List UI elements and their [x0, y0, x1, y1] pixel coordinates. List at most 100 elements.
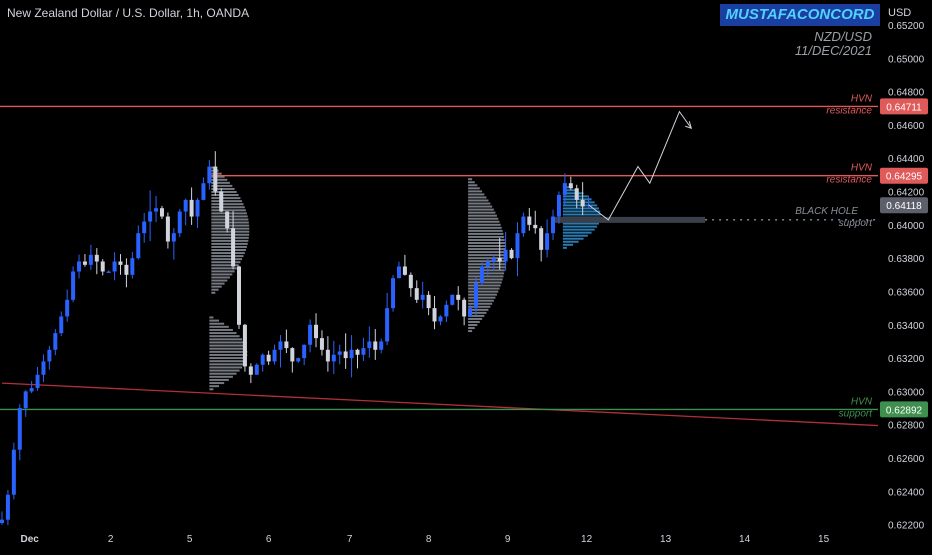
volume-profile-bar [468, 287, 500, 290]
candle-body [118, 261, 123, 265]
y-tick-label: 0.63400 [888, 321, 925, 332]
volume-profile-bar [209, 388, 214, 391]
candle-body [284, 341, 289, 349]
volume-profile-bar [211, 252, 245, 255]
candle-body [142, 221, 147, 234]
y-tick-label: 0.62800 [888, 421, 925, 432]
volume-profile-bar [209, 360, 246, 363]
candle-body [260, 354, 265, 365]
volume-profile-bar [562, 186, 574, 189]
candle-body [225, 211, 230, 229]
x-tick-label: 7 [347, 534, 353, 545]
candle-body [503, 249, 508, 262]
candle-body [551, 216, 556, 234]
price-badge-label: 0.64295 [886, 172, 923, 183]
candle-body [556, 194, 561, 217]
candle-body [379, 341, 384, 350]
symbol-title: New Zealand Dollar / U.S. Dollar, 1h, OA… [7, 6, 250, 20]
volume-profile-bar [211, 270, 235, 273]
candle-body [343, 351, 348, 359]
y-tick-label: 0.64400 [888, 154, 925, 165]
candle-body [432, 308, 437, 322]
candle-body [94, 254, 99, 262]
candle-body [402, 266, 407, 275]
volume-profile-bar [211, 242, 248, 245]
volume-profile-bar [562, 228, 595, 231]
volume-profile-bar [211, 221, 249, 224]
candle-body [254, 364, 259, 375]
candle-body [112, 261, 117, 272]
candle-body [367, 341, 372, 349]
volume-profile-bar [209, 350, 248, 353]
black-hole-label: BLACK HOLE [795, 206, 858, 217]
y-tick-label: 0.65000 [888, 54, 925, 65]
volume-profile-bar [209, 363, 245, 366]
candle-body [82, 261, 87, 265]
volume-profile-bar [211, 249, 246, 252]
volume-profile-bar [211, 239, 249, 242]
volume-profile-bar [209, 316, 214, 319]
level-label: HVN [851, 163, 873, 174]
volume-profile-bar [468, 305, 491, 308]
volume-profile-bar [562, 210, 601, 213]
volume-profile-bar [562, 204, 598, 207]
y-tick-label: 0.63000 [888, 387, 925, 398]
volume-profile-bar [209, 357, 247, 360]
candle-body [479, 266, 484, 284]
volume-profile-bar [468, 235, 505, 238]
black-hole-sublabel: support [839, 218, 874, 229]
y-tick-label: 0.64200 [888, 188, 925, 199]
x-tick-label: 13 [660, 534, 672, 545]
price-badge [880, 98, 928, 115]
level-label: HVN [851, 93, 873, 104]
pair-label: NZD/USD [814, 29, 872, 44]
volume-profile-bar [562, 231, 592, 234]
level-sublabel: resistance [826, 105, 872, 116]
volume-profile-bar [211, 273, 233, 276]
candle-body [450, 294, 455, 305]
volume-profile-bar [209, 338, 243, 341]
volume-profile-bar [468, 251, 507, 254]
candle-body [391, 278, 396, 309]
level-sublabel: support [839, 408, 874, 419]
candle-body [5, 494, 10, 520]
volume-profile-bar [211, 206, 245, 209]
price-badge [880, 167, 928, 184]
x-tick-label: 5 [187, 534, 193, 545]
volume-profile-bar [468, 254, 507, 257]
candle-body [337, 351, 342, 355]
brand-logo: MUSTAFACONCORD [720, 4, 880, 26]
volume-profile-bar [209, 328, 233, 331]
volume-profile-bar [468, 220, 500, 223]
volume-profile-bar [209, 378, 229, 381]
candle-body [373, 341, 378, 350]
volume-profile-bar [562, 192, 584, 195]
candle-body [165, 216, 170, 242]
volume-profile-bar [468, 296, 496, 299]
candle-body [361, 348, 366, 355]
volume-profile-bar [468, 184, 478, 187]
volume-profile-bar [211, 224, 250, 227]
candle-body [65, 299, 70, 317]
volume-profile-bar [211, 209, 246, 212]
volume-profile-bar [211, 178, 228, 181]
candle-body [100, 261, 105, 272]
volume-profile-bar [211, 187, 235, 190]
volume-profile-bar [211, 175, 225, 178]
volume-profile-bar [211, 276, 230, 279]
y-tick-label: 0.64000 [888, 221, 925, 232]
volume-profile-bar [211, 245, 247, 248]
volume-profile-bar [209, 353, 248, 356]
candle-body [59, 316, 64, 334]
candle-body [474, 283, 478, 309]
volume-profile-bar [468, 260, 506, 263]
volume-profile-bar [211, 236, 249, 239]
volume-profile-bar [468, 293, 497, 296]
volume-profile-bar [209, 366, 243, 369]
candle-body [201, 183, 206, 200]
candle-body [308, 324, 313, 345]
volume-profile-bar [468, 205, 493, 208]
volume-profile-bar [211, 264, 239, 267]
